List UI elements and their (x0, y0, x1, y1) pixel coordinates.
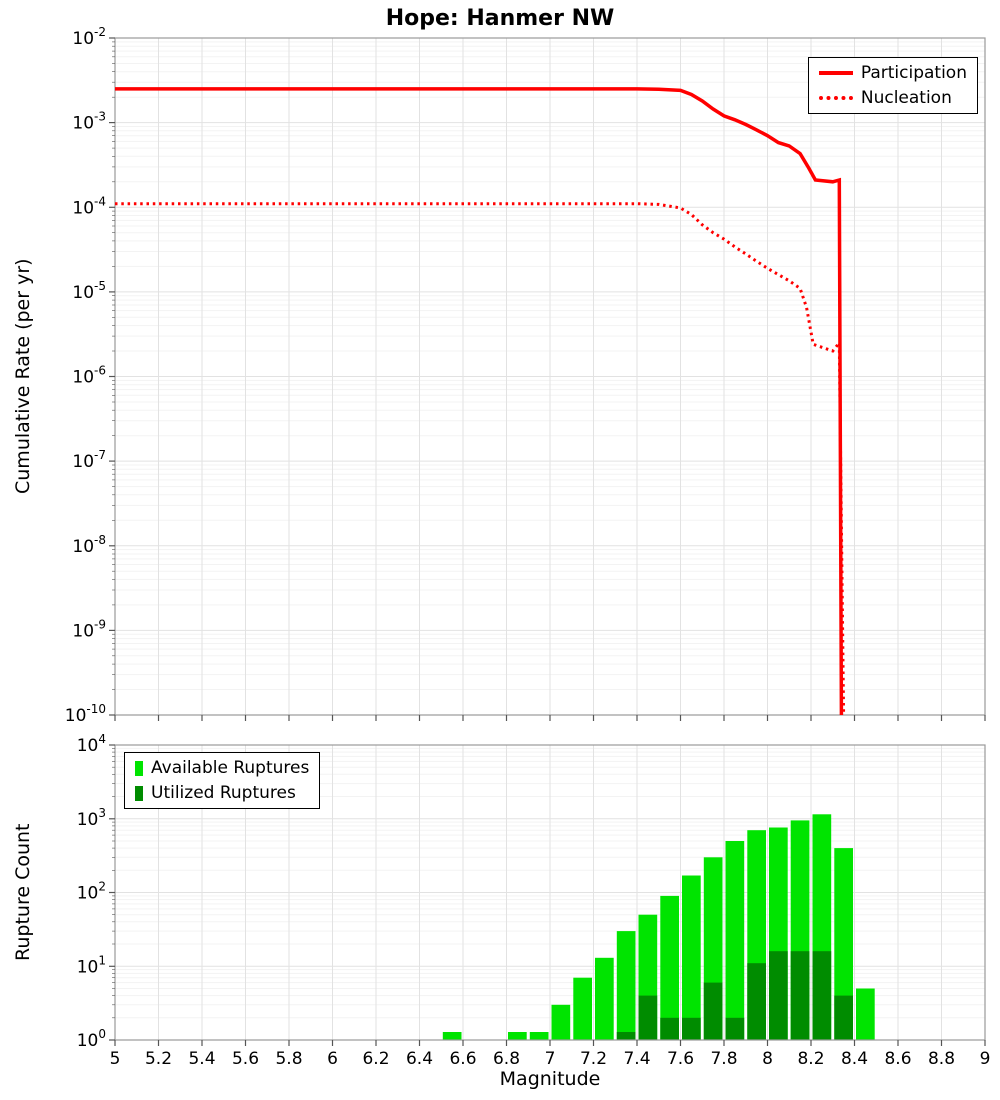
available-bar (508, 1032, 527, 1040)
utilized-bar (616, 1032, 636, 1040)
nucleation-legend-label: Nucleation (860, 88, 952, 108)
y-tick-label: 10-4 (72, 194, 106, 218)
legend-item-participation: Participation (818, 63, 967, 83)
nucleation-line (115, 202, 846, 716)
legend-item-available: Available Ruptures (135, 758, 309, 778)
count-panel: 5 5.2 5.4 5.6 5.8 6 6.2 6.4 6.6 6.8 7 7.2 7.4 7.6 7.8 8… (77, 732, 991, 1069)
available-bar (551, 1004, 571, 1040)
y-tick-label: 103 (77, 806, 106, 830)
y-tick-label: 101 (77, 953, 106, 977)
x-tick-label: 5.4 (188, 1049, 215, 1069)
utilized-bar (812, 951, 832, 1040)
y-tick-label: 102 (77, 880, 106, 904)
utilized-bar (747, 963, 766, 1040)
x-tick-label: 7.6 (667, 1049, 694, 1069)
legend-item-utilized: Utilized Ruptures (135, 783, 309, 803)
available-bar (573, 977, 592, 1040)
x-tick-label: 5 (110, 1049, 121, 1069)
rate-y-axis-label: Cumulative Rate (per yr) (12, 258, 34, 495)
available-bar (529, 1032, 549, 1040)
x-tick-label: 8.2 (797, 1049, 824, 1069)
x-axis-label: Magnitude (499, 1068, 601, 1090)
rate-legend: Participation Nucleation (807, 57, 978, 114)
x-tick-label: 5.8 (275, 1049, 302, 1069)
x-tick-label: 7.8 (710, 1049, 737, 1069)
nucleation-line-swatch (818, 96, 853, 100)
available-bar (856, 988, 875, 1040)
utilized-bar (660, 1017, 679, 1040)
x-tick-label: 8.8 (928, 1049, 955, 1069)
x-tick-label: 6.2 (362, 1049, 389, 1069)
utilized-ruptures-swatch (135, 785, 143, 801)
utilized-bar (769, 951, 788, 1040)
y-tick-label: 10-10 (65, 702, 106, 726)
y-tick-label: 10-3 (72, 110, 106, 134)
y-tick-label: 10-2 (72, 25, 106, 49)
y-tick-label: 104 (77, 732, 106, 756)
x-tick-label: 6.4 (406, 1049, 433, 1069)
x-tick-label: 7.2 (580, 1049, 607, 1069)
y-tick-label: 10-5 (72, 279, 106, 303)
utilized-bar (682, 1017, 701, 1040)
x-tick-label: 7 (545, 1049, 556, 1069)
utilized-bar (834, 995, 853, 1040)
x-tick-label: 8 (762, 1049, 773, 1069)
y-tick-label: 100 (77, 1027, 106, 1051)
x-tick-label: 5.6 (232, 1049, 259, 1069)
chart-title: Hope: Hanmer NW (385, 6, 615, 31)
rate-panel: 10-2 10-3 10-4 10-5 10-6 10-7 10-8 10-9 10-10 (65, 25, 986, 726)
utilized-bar (703, 982, 723, 1040)
available-bar (682, 875, 701, 1040)
count-legend: Available Ruptures Utilized Ruptures (124, 752, 321, 809)
y-tick-label: 10-9 (72, 617, 106, 641)
available-legend-label: Available Ruptures (151, 758, 310, 778)
participation-line (115, 87, 844, 716)
x-tick-label: 5.2 (145, 1049, 172, 1069)
y-tick-label: 10-7 (72, 448, 106, 472)
count-y-axis-label: Rupture Count (12, 823, 34, 962)
utilized-bar (638, 995, 658, 1040)
x-tick-label: 6 (327, 1049, 338, 1069)
utilized-bar (790, 951, 810, 1040)
x-tick-label: 9 (980, 1049, 991, 1069)
available-bar (660, 895, 679, 1040)
utilized-legend-label: Utilized Ruptures (151, 783, 296, 803)
available-bar (616, 931, 636, 1040)
x-tick-label: 6.6 (449, 1049, 476, 1069)
x-tick-label: 7.4 (623, 1049, 650, 1069)
participation-legend-label: Participation (860, 63, 967, 83)
x-tick-label: 6.8 (493, 1049, 520, 1069)
utilized-bar (725, 1017, 745, 1040)
legend-item-nucleation: Nucleation (818, 88, 967, 108)
available-bar (595, 957, 614, 1040)
available-bar (442, 1032, 462, 1040)
x-tick-label: 8.6 (884, 1049, 911, 1069)
available-ruptures-swatch (135, 760, 143, 776)
available-bar (725, 841, 745, 1040)
y-tick-label: 10-6 (72, 364, 106, 388)
y-tick-label: 10-8 (72, 533, 106, 557)
participation-line-swatch (818, 71, 853, 75)
available-bar (834, 848, 853, 1040)
x-tick-label: 8.4 (841, 1049, 868, 1069)
